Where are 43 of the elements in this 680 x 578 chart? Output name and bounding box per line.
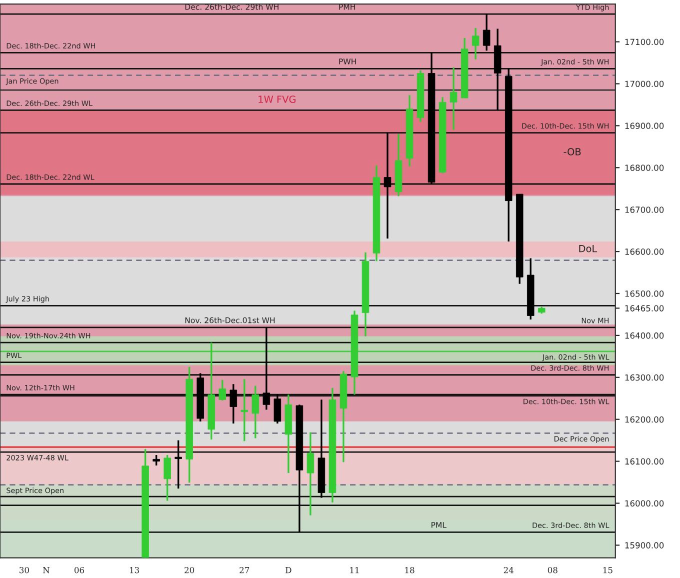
candlestick [274, 393, 282, 424]
candlestick [174, 439, 182, 490]
y-tick-label: 16000.00 [625, 500, 664, 507]
x-tick-label: 06 [74, 566, 84, 574]
band-label: DoL [579, 245, 598, 252]
y-tick-label: 16300.00 [625, 374, 664, 381]
x-tick-label: 30 [20, 566, 29, 574]
x-tick-label: 18 [405, 566, 414, 574]
x-tick-label: 20 [184, 566, 194, 574]
y-tick-label: 16500.00 [625, 290, 664, 297]
candlestick [262, 326, 270, 411]
y-tick-label: 17000.00 [625, 80, 664, 88]
candlestick [384, 132, 392, 240]
candlestick [472, 27, 480, 60]
x-tick-label: 24 [504, 566, 514, 574]
candlestick [218, 379, 226, 402]
candlestick [152, 454, 160, 466]
y-tick-label: 16700.00 [625, 206, 664, 213]
candlestick [450, 66, 458, 131]
y-tick-label: 16800.00 [625, 164, 664, 171]
y-tick-label: 16100.00 [625, 458, 664, 465]
candlestick [230, 383, 238, 424]
x-tick-label: 08 [548, 566, 558, 574]
y-tick-label: 16200.00 [625, 416, 664, 423]
candlestick [240, 378, 248, 442]
candlestick [306, 432, 314, 516]
candlestick [482, 13, 490, 52]
candlestick [164, 454, 171, 502]
y-tick-label: 16900.00 [625, 122, 664, 129]
x-tick-label: N [43, 567, 50, 574]
y-tick-label: 16600.00 [625, 248, 664, 255]
x-tick-label: 13 [130, 566, 139, 574]
y-tick-label: 16465.00 [625, 305, 664, 312]
y-tick-label: 17100.00 [625, 38, 664, 46]
x-tick-label: 11 [350, 566, 359, 574]
x-tick-label: D [286, 567, 292, 574]
y-tick-label: 16400.00 [625, 332, 664, 339]
band-label: -OB [564, 148, 581, 156]
x-tick-label: 27 [240, 566, 250, 574]
x-tick-label: 15 [603, 566, 612, 574]
y-tick-label: 15900.00 [625, 542, 664, 548]
candlestick [252, 384, 260, 440]
band-label: 1W FVG [258, 96, 296, 103]
